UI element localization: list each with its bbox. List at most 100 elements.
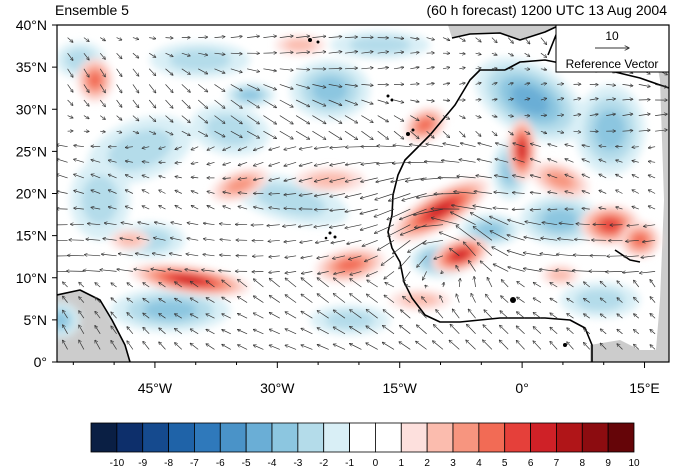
wind-vector: [584, 298, 590, 303]
colorbar-swatch: [90, 422, 118, 453]
wind-vector: [238, 313, 248, 319]
wind-vector: [426, 130, 435, 138]
wind-vector: [540, 131, 547, 133]
wind-vector: [366, 271, 378, 276]
colorbar-label: 6: [528, 458, 534, 469]
colorbar-swatch: [297, 422, 325, 453]
wind-vector: [284, 177, 297, 181]
wind-vector: [501, 296, 509, 303]
wind-vector: [477, 159, 492, 163]
wind-vector: [67, 99, 73, 106]
wind-vector: [246, 130, 259, 138]
wind-vector: [548, 159, 558, 163]
wind-vector: [253, 296, 264, 303]
wind-vector: [314, 146, 329, 149]
wind-vector: [616, 207, 623, 209]
wind-vector: [443, 282, 444, 288]
wind-vector: [440, 296, 444, 303]
wind-vector: [247, 36, 259, 38]
wind-vector: [584, 343, 591, 350]
wind-vector: [524, 130, 530, 134]
wind-vector: [165, 115, 174, 123]
wind-vector: [416, 341, 427, 350]
wind-vector: [132, 68, 139, 76]
colorbar-swatch: [168, 422, 195, 453]
wind-vector: [91, 207, 101, 209]
wind-vector: [344, 99, 358, 105]
wind-vector: [197, 99, 208, 109]
wind-vector: [345, 161, 362, 165]
wind-vector: [125, 161, 133, 162]
wind-vector: [230, 99, 243, 108]
wind-vector: [454, 192, 476, 194]
wind-vector: [650, 314, 656, 319]
wind-vector: [345, 208, 362, 212]
wind-vector: [127, 341, 134, 350]
wind-vector: [410, 100, 419, 102]
wind-vector: [99, 68, 105, 77]
wind-vector: [426, 67, 435, 69]
wind-vector: [206, 329, 215, 335]
wind-vector: [410, 38, 419, 40]
wind-vector: [181, 52, 191, 56]
wind-vector: [573, 114, 581, 115]
wind-vector: [312, 52, 326, 54]
wind-vector: [410, 130, 419, 139]
wind-vector: [426, 144, 444, 148]
wind-vector: [443, 143, 460, 148]
wind-vector: [442, 67, 450, 69]
wind-vector: [567, 342, 574, 350]
wind-vector: [499, 340, 509, 350]
wind-vector: [434, 255, 444, 259]
wind-vector: [190, 298, 199, 303]
wind-vector: [507, 130, 513, 135]
wind-vector: [330, 147, 346, 148]
wind-vector: [296, 84, 310, 88]
wind-vector: [345, 147, 362, 148]
wind-vector: [468, 261, 476, 272]
wind-vector: [214, 99, 226, 108]
wind-vector: [500, 325, 509, 335]
wind-vector: [149, 130, 156, 134]
wind-vector: [459, 68, 465, 69]
wind-vector: [83, 37, 89, 42]
wind-vector: [495, 159, 509, 163]
wind-vector: [219, 271, 231, 272]
wind-vector: [91, 174, 101, 179]
wind-vector: [399, 342, 411, 350]
wind-vector: [426, 83, 435, 84]
wind-vector: [330, 161, 346, 165]
wind-vector: [334, 271, 346, 274]
wind-vector: [285, 295, 297, 303]
wind-vector: [83, 270, 101, 271]
wind-vector: [375, 193, 395, 200]
wind-vector: [366, 343, 378, 350]
wind-vector: [269, 256, 280, 257]
wind-vector: [91, 190, 101, 194]
wind-vector: [175, 314, 182, 319]
wind-vector: [148, 99, 156, 108]
wind-vector: [460, 143, 476, 148]
wind-vector: [328, 115, 342, 124]
wind-vector: [507, 251, 525, 257]
wind-vector: [116, 99, 122, 107]
wind-vector: [565, 174, 574, 179]
wind-vector: [557, 115, 564, 116]
wind-vector: [207, 162, 215, 164]
wind-vector: [269, 194, 280, 195]
wind-vector: [317, 311, 329, 319]
wind-vector: [253, 279, 264, 288]
wind-vector: [345, 177, 362, 182]
wind-vector: [100, 131, 105, 132]
wind-vector: [548, 144, 558, 148]
wind-vector: [79, 297, 85, 303]
wind-vector: [171, 222, 182, 226]
wind-vector: [57, 145, 68, 148]
lat-tick-label: 35°N: [16, 59, 47, 75]
wind-vector: [452, 309, 460, 319]
wind-vector: [516, 340, 525, 350]
wind-vector: [142, 162, 150, 163]
wind-vector: [344, 37, 358, 38]
colorbar-swatch: [452, 422, 480, 453]
wind-vector: [392, 162, 411, 163]
